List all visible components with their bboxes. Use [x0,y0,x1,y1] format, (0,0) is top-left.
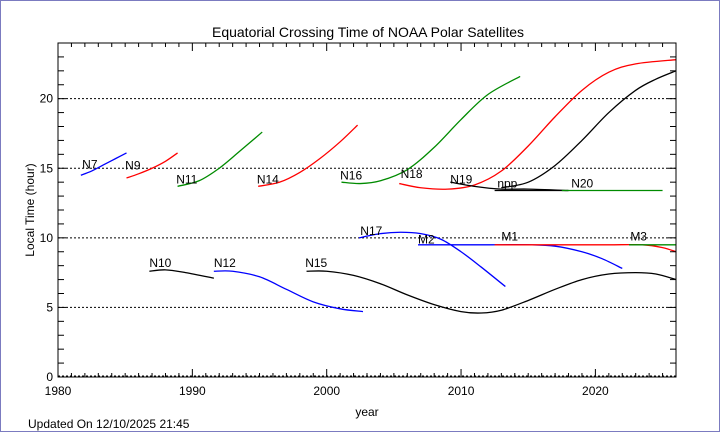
y-tick-label-20: 20 [40,92,54,106]
series-line-n9 [126,152,178,179]
series-line-n16 [341,75,521,185]
series-label-n19: N19 [450,173,472,187]
series-line-n15 [306,270,677,314]
series-label-n14: N14 [257,173,279,187]
series-line-n7 [80,152,127,176]
series-label-n7: N7 [82,157,98,171]
series-label-n16: N16 [340,168,362,182]
series-label-n10: N10 [149,256,171,270]
series-line-n14 [258,124,359,187]
x-tick-label-2000: 2000 [313,384,340,398]
series-label-n9: N9 [125,159,141,173]
y-axis-label: Local Time (hour) [23,163,37,256]
updated-footer: Updated On 12/10/2025 21:45 [28,417,190,431]
series-labels: N7 N9 N11 N14 N16 N18 N19 npp N20 N10 N12 N15 N17 M2 M… [82,157,647,270]
x-tick-label-1990: 1990 [179,384,206,398]
series-label-n12: N12 [214,256,236,270]
y-tick-label-0: 0 [46,370,53,384]
series-line-n12 [213,270,364,313]
series-label-npp: npp [497,177,517,191]
series-line-n19-drift [501,70,677,189]
axis-ticks [57,42,677,378]
series-label-n15: N15 [305,256,327,270]
series-label-m3: M3 [630,230,647,244]
series-label-n18: N18 [401,167,423,181]
series-label-n17: N17 [360,224,382,238]
x-tick-label-1980: 1980 [45,384,72,398]
series-line-n17 [358,231,506,288]
plot-area-border [57,42,677,378]
series-label-m2: M2 [418,232,435,246]
tick-labels: 1980 1990 2000 2010 2020 0 5 10 15 20 [40,92,609,398]
x-tick-label-2010: 2010 [448,384,475,398]
chart-title: Equatorial Crossing Time of NOAA Polar S… [212,24,524,40]
series-line-n10 [149,269,214,279]
series-line-m1 [494,243,677,253]
y-tick-label-5: 5 [46,300,53,314]
y-tick-label-15: 15 [40,161,54,175]
x-tick-label-2020: 2020 [582,384,609,398]
series-group [80,59,677,314]
series-line-m2 [418,244,623,270]
series-label-n11: N11 [176,173,197,187]
x-axis-label: year [355,405,378,419]
series-label-n20: N20 [571,177,593,191]
y-tick-label-10: 10 [40,231,54,245]
series-label-m1: M1 [501,230,518,244]
series-line-n18 [399,59,677,190]
series-line-n11 [177,131,263,187]
series-line-n19 [450,181,569,192]
